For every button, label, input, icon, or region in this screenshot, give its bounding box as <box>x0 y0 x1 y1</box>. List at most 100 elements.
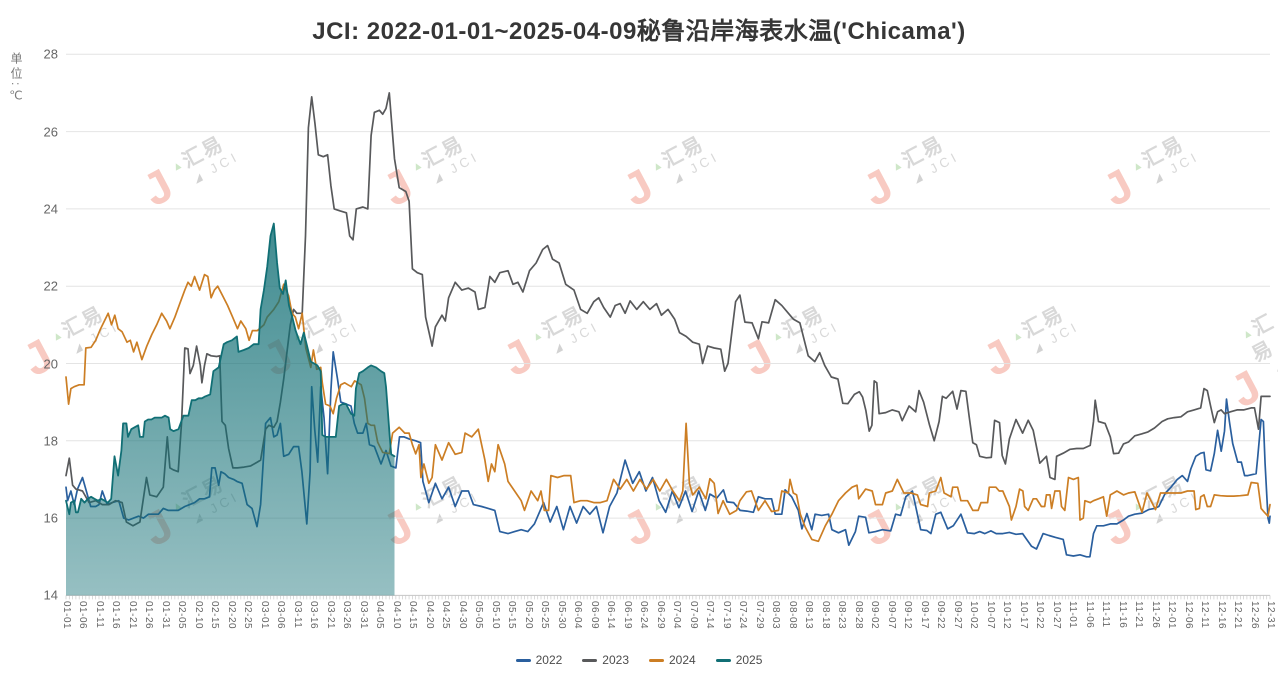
legend-label-2022: 2022 <box>535 653 563 667</box>
x-tick-label-09-17: 09-17 <box>918 601 930 630</box>
x-tick-label-09-12: 09-12 <box>902 601 914 630</box>
x-tick-label-07-29: 07-29 <box>753 601 765 630</box>
x-tick-label-06-29: 06-29 <box>654 601 666 630</box>
x-tick-label-03-21: 03-21 <box>324 601 336 630</box>
x-tick-label-10-22: 10-22 <box>1034 601 1046 630</box>
x-tick-label-10-07: 10-07 <box>984 601 996 630</box>
series-line-2024[interactable] <box>65 273 1271 543</box>
y-tick-label-24: 24 <box>43 201 58 217</box>
legend-marker-2025 <box>715 658 731 662</box>
legend-item-2022[interactable]: 2022 <box>515 653 563 667</box>
y-tick-label-14: 14 <box>43 587 58 603</box>
y-tick-label-22: 22 <box>43 278 58 294</box>
x-tick-label-03-11: 03-11 <box>291 601 303 629</box>
y-axis-unit-label: 单位:℃ <box>9 52 23 106</box>
x-tick-label-04-30: 04-30 <box>456 601 468 630</box>
x-tick-label-06-24: 06-24 <box>638 601 650 630</box>
x-tick-label-07-04: 07-04 <box>671 601 683 630</box>
legend-label-2025: 2025 <box>735 653 763 667</box>
x-tick-label-01-06: 01-06 <box>77 601 89 630</box>
x-tick-label-08-13: 08-13 <box>803 601 815 630</box>
legend-label-2023: 2023 <box>602 653 629 667</box>
x-tick-label-06-04: 06-04 <box>572 601 584 630</box>
x-tick-label-08-18: 08-18 <box>819 601 831 630</box>
x-tick-label-01-11: 01-11 <box>93 601 105 629</box>
legend: 2022 2023 2024 2025 <box>0 653 1278 667</box>
x-tick-label-09-27: 09-27 <box>951 601 963 630</box>
x-tick-label-05-25: 05-25 <box>539 601 551 630</box>
x-tick-label-02-05: 02-05 <box>176 601 188 630</box>
x-tick-label-12-21: 12-21 <box>1232 601 1243 630</box>
legend-label-2024: 2024 <box>669 653 696 667</box>
legend-marker-2023 <box>582 658 598 662</box>
x-tick-label-05-15: 05-15 <box>506 601 518 630</box>
x-tick-label-07-09: 07-09 <box>687 601 699 630</box>
x-tick-label-08-03: 08-03 <box>770 601 782 630</box>
legend-item-2023[interactable]: 2023 <box>582 653 629 667</box>
legend-marker-2024 <box>649 658 664 662</box>
x-tick-label-03-31: 03-31 <box>357 601 369 630</box>
x-tick-label-09-07: 09-07 <box>885 601 897 630</box>
x-tick-label-03-26: 03-26 <box>341 601 353 630</box>
x-tick-label-02-10: 02-10 <box>192 601 204 630</box>
series-line-2025[interactable] <box>65 222 396 516</box>
x-tick-label-05-10: 05-10 <box>489 601 501 630</box>
x-tick-label-12-11: 12-11 <box>1199 601 1211 629</box>
x-tick-label-07-14: 07-14 <box>704 601 716 630</box>
x-tick-label-03-06: 03-06 <box>275 601 287 630</box>
x-tick-label-10-02: 10-02 <box>968 601 980 630</box>
x-tick-label-01-31: 01-31 <box>159 601 171 630</box>
x-tick-label-11-01: 11-01 <box>1067 601 1079 629</box>
legend-marker-2022 <box>515 658 531 662</box>
x-tick-label-06-14: 06-14 <box>605 601 617 630</box>
x-tick-label-06-09: 06-09 <box>588 601 600 630</box>
x-tick-label-05-20: 05-20 <box>522 601 534 630</box>
x-tick-label-01-01: 01-01 <box>61 601 72 630</box>
x-tick-label-11-06: 11-06 <box>1083 601 1095 629</box>
x-tick-label-11-26: 11-26 <box>1149 601 1161 629</box>
x-tick-label-08-23: 08-23 <box>836 601 848 630</box>
legend-item-2025[interactable]: 2025 <box>715 653 763 667</box>
x-tick-label-01-26: 01-26 <box>143 601 155 630</box>
y-tick-label-18: 18 <box>43 433 58 449</box>
x-tick-label-09-22: 09-22 <box>935 601 947 630</box>
x-tick-label-10-12: 10-12 <box>1001 601 1013 630</box>
x-tick-label-01-21: 01-21 <box>126 601 138 630</box>
chart-title: JCI: 2022-01-01~2025-04-09秘鲁沿岸海表水温('Chic… <box>312 18 966 45</box>
x-tick-label-04-10: 04-10 <box>390 601 402 630</box>
x-tick-label-01-16: 01-16 <box>110 601 122 630</box>
x-tick-label-04-25: 04-25 <box>440 601 452 630</box>
x-tick-label-12-01: 12-01 <box>1166 601 1178 630</box>
x-tick-label-06-19: 06-19 <box>621 601 633 630</box>
x-tick-label-03-16: 03-16 <box>308 601 320 630</box>
x-tick-label-04-20: 04-20 <box>423 601 435 630</box>
y-tick-label-16: 16 <box>43 510 58 526</box>
x-tick-label-12-31: 12-31 <box>1265 601 1276 630</box>
y-tick-label-20: 20 <box>43 356 58 371</box>
x-tick-label-02-15: 02-15 <box>209 601 221 630</box>
x-tick-label-10-27: 10-27 <box>1050 601 1062 630</box>
x-tick-label-02-25: 02-25 <box>242 601 254 630</box>
x-tick-label-07-24: 07-24 <box>737 601 749 630</box>
x-tick-label-04-15: 04-15 <box>407 601 419 630</box>
x-tick-label-08-08: 08-08 <box>786 601 798 630</box>
legend-item-2024[interactable]: 2024 <box>649 653 696 667</box>
x-tick-label-09-02: 09-02 <box>869 601 881 630</box>
y-tick-label-28: 28 <box>43 46 58 62</box>
x-tick-label-02-20: 02-20 <box>225 601 237 630</box>
x-tick-label-12-26: 12-26 <box>1248 601 1260 630</box>
series-area-2025 <box>66 223 395 596</box>
x-tick-label-12-06: 12-06 <box>1182 601 1194 630</box>
x-tick-label-05-30: 05-30 <box>555 601 567 630</box>
x-tick-label-11-21: 11-21 <box>1133 601 1145 629</box>
x-tick-label-05-05: 05-05 <box>473 601 485 630</box>
x-tick-label-07-19: 07-19 <box>720 601 732 630</box>
x-tick-label-10-17: 10-17 <box>1017 601 1029 630</box>
y-tick-label-26: 26 <box>43 124 58 140</box>
x-tick-label-03-01: 03-01 <box>258 601 270 630</box>
x-tick-label-11-11: 11-11 <box>1100 601 1112 628</box>
x-tick-label-08-28: 08-28 <box>852 601 864 630</box>
x-tick-label-12-16: 12-16 <box>1215 601 1227 630</box>
